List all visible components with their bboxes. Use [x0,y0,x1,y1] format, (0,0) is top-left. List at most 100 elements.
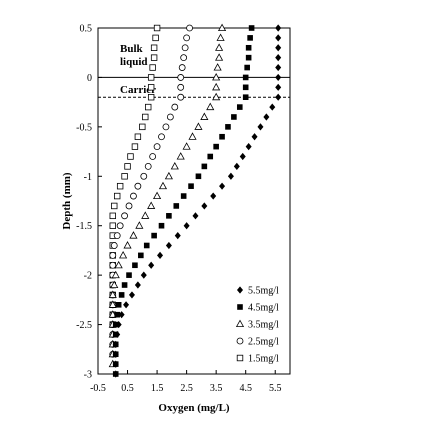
data-point [215,53,224,61]
data-point [108,290,117,298]
data-point [257,123,264,131]
data-point [144,162,152,170]
data-point [164,171,173,180]
data-point [269,103,276,111]
data-point [170,161,179,170]
data-point [109,212,116,220]
data-point [143,242,150,249]
data-point [111,202,118,210]
legend-marker [237,304,243,310]
data-point [147,201,156,209]
data-point [139,123,146,131]
data-point [178,64,186,71]
data-point [177,93,185,101]
data-point [195,173,202,180]
data-point [245,143,252,151]
data-point [119,250,128,259]
data-point [157,251,164,259]
data-point [115,320,122,329]
x-axis-ticks: -0.5 0.5 1.5 2.5 3.5 4.5 5.5 [90,370,281,394]
data-point [181,44,189,52]
data-point [118,311,125,319]
data-point [219,182,226,190]
legend-label: 1.5mg/l [248,354,279,365]
data-point [109,261,117,269]
legend: 5.5mg/l 4.5mg/l 3.5mg/l 2.5mg/l 1.5mg/l [235,286,279,365]
data-point [116,182,124,190]
data-point [275,24,282,32]
data-point [247,35,253,41]
data-point [242,74,249,81]
data-point [121,173,128,180]
legend-label: 2.5mg/l [248,337,279,348]
y-tick-label: -0.5 [76,122,92,133]
data-point [158,133,165,141]
data-point [239,152,246,161]
data-point [141,211,150,219]
data-point [121,212,128,220]
data-point [231,114,237,120]
data-point [188,183,194,189]
data-point [248,25,255,31]
legend-marker [236,354,244,362]
data-point [219,133,225,140]
legend-label: 4.5mg/l [248,303,279,314]
data-point [213,63,222,71]
data-point [114,311,120,318]
legend-item: 1.5mg/l [236,354,279,365]
data-point [112,360,119,368]
data-point [215,43,224,51]
carrier-label: Carrier [120,84,156,96]
data-point [217,23,227,31]
data-point [142,113,149,121]
data-point [108,300,117,308]
data-point [201,163,208,170]
data-point [275,34,282,42]
data-point [183,222,190,230]
x-tick-label: 4.5 [239,383,252,394]
data-point [227,172,234,180]
data-point [251,133,258,141]
data-point [147,84,155,91]
y-tick-label: 0.5 [80,24,93,35]
data-point [165,241,172,250]
data-point [124,163,131,170]
data-point [145,103,152,111]
data-point [242,84,249,91]
data-point [182,142,191,150]
data-point [129,231,138,239]
x-tick-label: 1.5 [151,383,164,394]
legend-item: 4.5mg/l [237,303,279,314]
legend-marker [237,286,243,294]
data-point [245,54,252,61]
y-tick-label: -1.5 [76,221,92,232]
data-point [158,181,168,190]
data-point [180,54,188,62]
y-axis-ticks: 0.5 0 -0.5 -1 -1.5 -2 -2.5 -3 [76,24,102,381]
data-point [112,340,119,348]
data-point [140,172,148,180]
data-point [151,232,157,239]
data-point [275,63,282,72]
data-point [213,143,219,150]
data-point [194,122,203,130]
x-tick-label: 3.5 [210,383,223,394]
data-point [109,251,117,259]
data-point [138,252,144,259]
data-point [121,282,128,288]
bulk-liquid-label-line1: Bulk [120,43,144,55]
legend-label: 5.5mg/l [248,286,279,297]
data-point [174,232,181,240]
bulk-liquid-label-line2: liquid [120,56,148,68]
x-tick-label: 0.5 [121,383,134,394]
data-point [112,350,119,358]
data-point [135,221,144,229]
data-point [263,113,270,121]
data-point [134,281,141,289]
data-point [192,212,199,220]
data-point [153,24,161,32]
data-point [244,64,250,71]
y-tick-label: -1 [84,172,92,183]
data-point [140,271,147,279]
